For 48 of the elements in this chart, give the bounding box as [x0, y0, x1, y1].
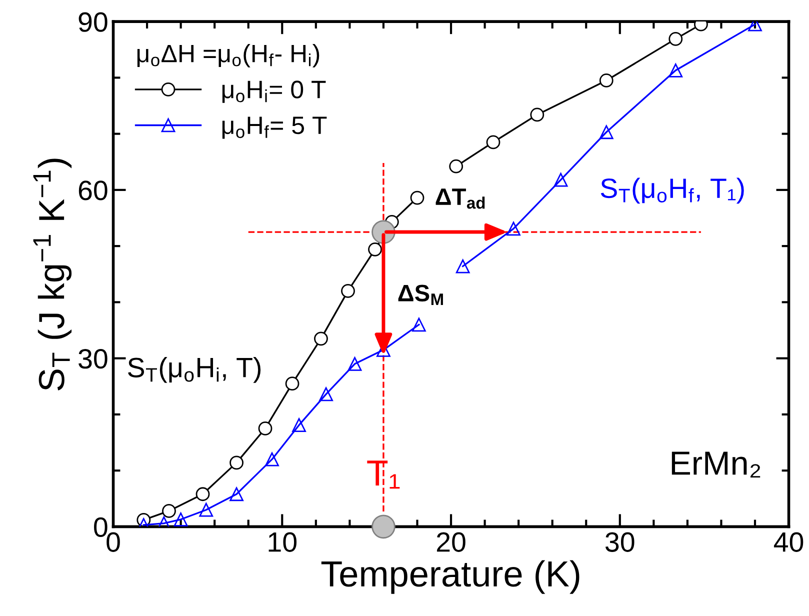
y-axis-title: S$_{T}$ (J kg$^{−1}$ K$^{−1}$) — [33, 158, 72, 390]
x-tick-label: 20 — [436, 532, 466, 552]
point — [341, 284, 355, 298]
point — [292, 418, 306, 432]
x-tick-label: 0 — [106, 532, 120, 552]
point — [668, 63, 683, 78]
point — [599, 74, 614, 88]
annotation: ErMn₂ — [672, 452, 760, 478]
point — [319, 387, 333, 402]
point — [456, 259, 470, 274]
point — [265, 452, 279, 466]
y-tick-label: 0 — [94, 517, 108, 538]
point — [199, 502, 214, 517]
x-tick-label: 30 — [606, 532, 634, 552]
x-tick-label: 10 — [268, 532, 296, 552]
y-tick-label: 60 — [78, 180, 108, 200]
point — [554, 172, 568, 187]
point — [449, 159, 464, 174]
annotation: ΔS$_{M}$ — [398, 284, 443, 305]
point — [230, 456, 244, 470]
point — [230, 487, 244, 502]
point — [410, 190, 424, 205]
point — [196, 487, 210, 502]
annotation: S$_{T}$(μ$_{o}$H$_{i}$, T) — [128, 357, 261, 383]
point — [314, 332, 328, 346]
legend-label: μ$_{o}$H$_{i}$= 0 T — [222, 80, 326, 103]
point — [348, 356, 362, 371]
text: μ$_{o}$ΔH =μ$_{o}$(H$_{f}$- H$_{i}$) — [137, 44, 320, 68]
point — [486, 135, 500, 150]
y-tick-label: 90 — [78, 12, 108, 32]
annotation: S$_{T}$(μ$_{o}$H$_{f}$, T₁) — [600, 178, 744, 204]
point — [285, 376, 300, 391]
x-axis-title: Temperature (K) — [321, 560, 580, 594]
point — [530, 108, 544, 122]
point — [162, 504, 176, 518]
point — [258, 422, 272, 436]
ref-line-label: T₁ — [367, 460, 400, 489]
y-tick-label: 30 — [78, 348, 108, 369]
point — [368, 242, 382, 256]
point — [174, 512, 188, 526]
point — [412, 318, 426, 332]
point — [506, 222, 520, 236]
point — [372, 514, 396, 539]
legend-label: μ$_{o}$H$_{f}$= 5 T — [222, 116, 327, 139]
x-tick-label: 40 — [774, 532, 804, 552]
annotation: ΔT$_{ad}$ — [436, 188, 485, 209]
point — [668, 32, 683, 46]
point — [599, 125, 614, 140]
